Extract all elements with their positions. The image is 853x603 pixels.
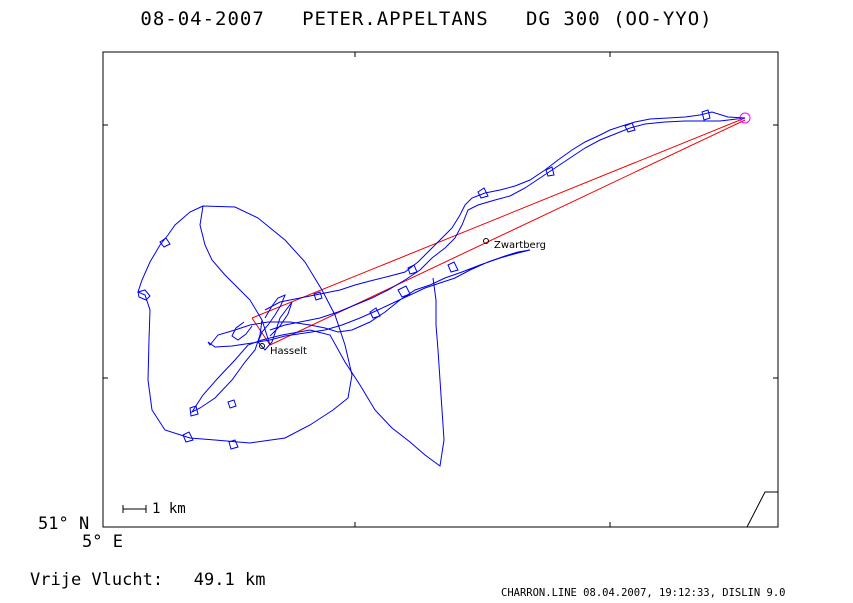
hasselt-marker [259, 343, 265, 349]
track-central [207, 249, 531, 348]
flight-date: 08-04-2007 [140, 8, 265, 30]
scale-bar [122, 505, 147, 513]
longitude-label: 5° E [82, 532, 123, 552]
track-south-loop [190, 277, 445, 467]
axis-ticks [103, 52, 778, 527]
place-zwartberg: Zwartberg [494, 240, 546, 251]
task-leg-1 [251, 117, 746, 319]
flight-track [137, 109, 746, 467]
glider-id: DG 300 (OO-YYO) [526, 8, 713, 30]
country-border [746, 491, 778, 528]
plot-frame [102, 51, 779, 528]
track-small-loops [137, 109, 711, 450]
task-lines [251, 117, 746, 346]
chart-title: 08-04-2007 PETER.APPELTANS DG 300 (OO-YY… [0, 8, 853, 30]
task-leg-2 [269, 119, 746, 346]
latitude-label: 51° N [38, 514, 90, 534]
track-north-leg [264, 111, 746, 331]
pilot-name: PETER.APPELTANS [302, 8, 489, 30]
place-hasselt: Hasselt [270, 346, 307, 357]
free-flight-distance: Vrije Vlucht: 49.1 km [30, 570, 265, 590]
footer-credit: CHARRON.LINE 08.04.2007, 19:12:33, DISLI… [501, 587, 786, 599]
track-hasselt-cluster [231, 294, 293, 351]
scale-bar-label: 1 km [152, 501, 186, 517]
track-west-loop [137, 205, 353, 444]
free-flight-value: 49.1 km [193, 570, 266, 590]
free-flight-label: Vrije Vlucht: [30, 570, 164, 590]
zwartberg-marker [483, 238, 489, 244]
